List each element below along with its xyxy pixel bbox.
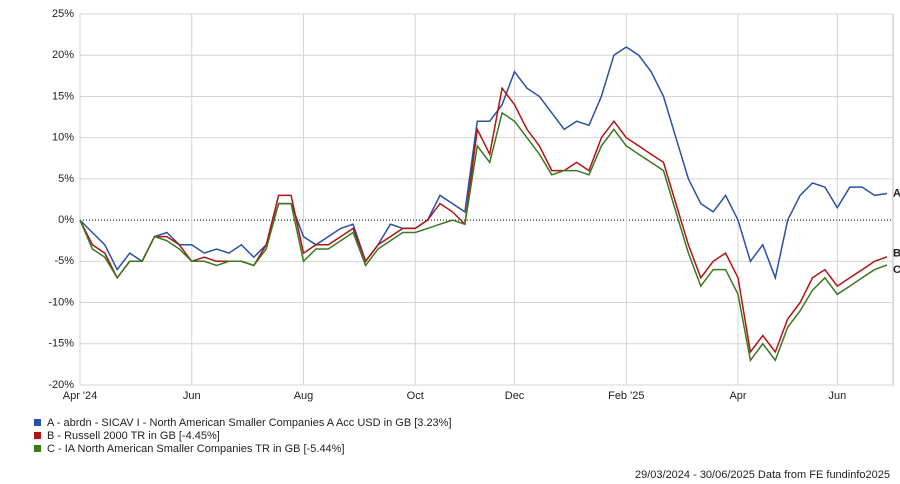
legend-swatch [34, 445, 41, 452]
legend-swatch [34, 432, 41, 439]
series-line [79, 111, 888, 363]
footer: 29/03/2024 - 30/06/2025 Data from FE fun… [635, 469, 890, 481]
series-end-label: A [893, 187, 900, 199]
y-tick-label: 10% [52, 132, 74, 144]
series-line [79, 46, 888, 281]
y-tick-label: -15% [48, 338, 74, 350]
y-tick-label: 5% [58, 173, 74, 185]
y-tick-label: -20% [48, 379, 74, 391]
x-tick-label: Apr [729, 390, 746, 402]
legend-label: B - Russell 2000 TR in GB [-4.45%] [47, 430, 220, 442]
y-tick-label: 15% [52, 90, 74, 102]
legend-label: A - abrdn - SICAV I - North American Sma… [47, 417, 452, 429]
x-tick-label: Apr '24 [63, 390, 98, 402]
y-tick-label: -5% [54, 255, 74, 267]
series-end-label: B [893, 248, 900, 260]
series-end-label: C [893, 264, 900, 276]
legend-swatch [34, 419, 41, 426]
x-tick-label: Oct [407, 390, 424, 402]
x-tick-label: Jun [183, 390, 201, 402]
legend-label: C - IA North American Smaller Companies … [47, 443, 345, 455]
y-tick-label: -10% [48, 296, 74, 308]
x-tick-label: Aug [294, 390, 314, 402]
x-tick-label: Jun [828, 390, 846, 402]
y-tick-label: 20% [52, 49, 74, 61]
y-tick-label: 25% [52, 8, 74, 20]
x-tick-label: Feb '25 [608, 390, 644, 402]
series-line [79, 86, 888, 354]
y-tick-label: 0% [58, 214, 74, 226]
x-tick-label: Dec [505, 390, 525, 402]
plot-area [79, 13, 894, 386]
